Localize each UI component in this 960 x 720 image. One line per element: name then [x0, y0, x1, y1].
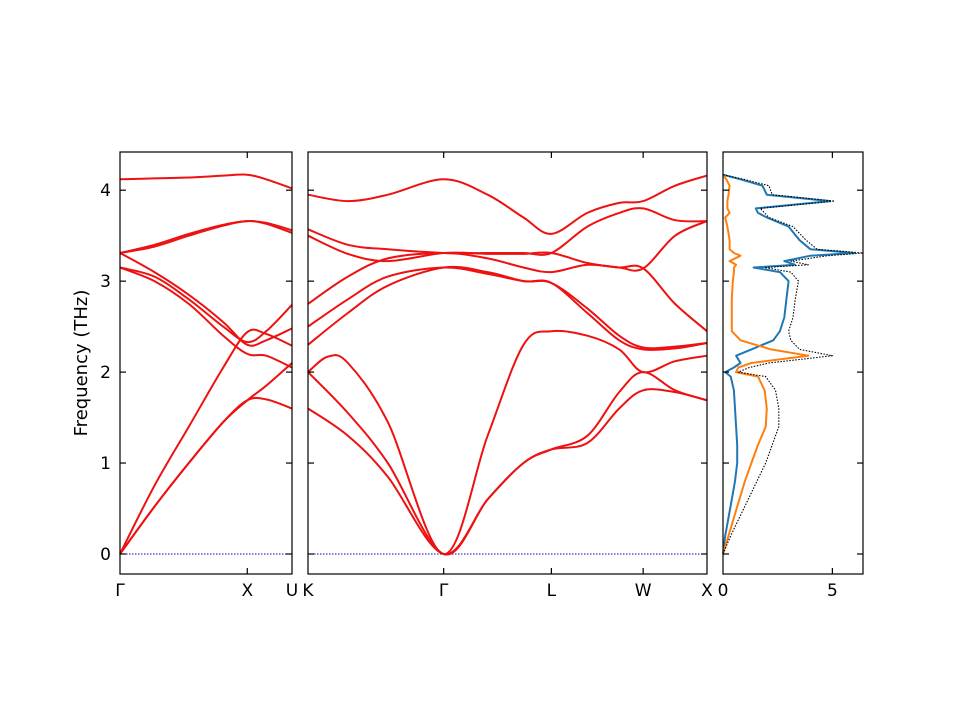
- y-axis-label: Frequency (THz): [71, 290, 92, 437]
- plot-frame: [119, 151, 293, 575]
- y-tick-label: 2: [100, 363, 111, 383]
- x-tick-label: U: [286, 581, 298, 601]
- band-line-4: [119, 266, 293, 369]
- dos-line-2: [722, 174, 810, 555]
- band-line-8: [119, 220, 293, 254]
- x-tick-label: 5: [827, 581, 838, 601]
- x-tick-label: L: [547, 581, 557, 601]
- band-line-6: [307, 251, 708, 332]
- x-tick-label: W: [635, 581, 652, 601]
- band-line-6: [119, 252, 293, 347]
- y-tick-label: 4: [100, 181, 111, 201]
- x-tick-label: 0: [718, 581, 729, 601]
- y-tick-label: 3: [100, 272, 111, 292]
- y-tick-label: 1: [100, 454, 111, 474]
- plot-frame: [307, 151, 708, 575]
- band-line-3: [119, 328, 293, 555]
- plot-frame: [722, 151, 864, 575]
- band-lines: [119, 173, 293, 555]
- x-tick-label: X: [241, 581, 253, 601]
- band-line-5: [307, 266, 708, 351]
- band-line-7: [307, 220, 708, 272]
- x-tick-label: K: [302, 581, 314, 601]
- band-line-9: [307, 174, 708, 235]
- dos-lines: [722, 173, 864, 555]
- band-line-2: [119, 362, 293, 555]
- band-line-9: [119, 173, 293, 190]
- y-ticks: [308, 189, 707, 555]
- dos-line-1: [722, 173, 856, 555]
- band-lines: [307, 174, 708, 556]
- band-line-8: [307, 207, 708, 256]
- y-ticks: 0 1 2 3 4: [100, 181, 292, 565]
- dos-line-3: [722, 174, 864, 555]
- y-ticks: [723, 189, 863, 555]
- x-tick-label: X: [701, 581, 713, 601]
- band-line-3: [307, 329, 708, 555]
- y-tick-label: 0: [100, 545, 111, 565]
- band-panel-left: 0 1 2 3 4 Γ X U Frequency (THz): [71, 151, 298, 601]
- band-line-5: [119, 266, 293, 344]
- x-tick-label: Γ: [115, 581, 125, 601]
- x-tick-label: Γ: [439, 581, 449, 601]
